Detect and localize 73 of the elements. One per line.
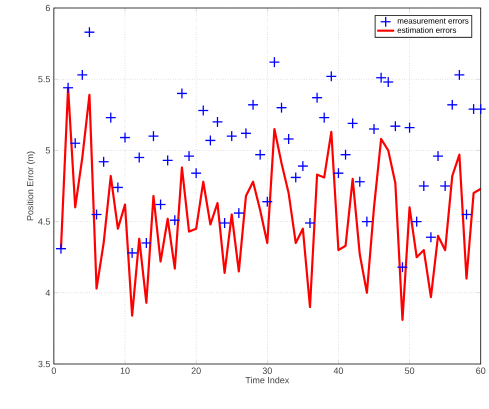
point xyxy=(148,130,160,142)
point xyxy=(268,56,280,68)
y-tick-label: 5 xyxy=(46,147,50,154)
point xyxy=(390,120,401,132)
point xyxy=(84,26,96,38)
point xyxy=(326,70,337,82)
point xyxy=(368,123,380,135)
point xyxy=(218,217,230,229)
y-tick-label: 6 xyxy=(46,4,50,12)
x-tick-label: 10 xyxy=(120,368,130,374)
y-tick-label: 5.5 xyxy=(38,76,50,82)
x-tick-label: 0 xyxy=(52,368,56,374)
point xyxy=(440,180,451,192)
point xyxy=(98,156,110,168)
point xyxy=(262,196,273,208)
point xyxy=(404,122,416,134)
point xyxy=(198,104,209,116)
point xyxy=(105,112,116,124)
point xyxy=(276,102,288,114)
point xyxy=(176,88,188,100)
point xyxy=(297,160,308,172)
point xyxy=(318,112,330,124)
point xyxy=(55,243,67,254)
point xyxy=(254,149,266,160)
point xyxy=(112,182,124,194)
point xyxy=(475,104,486,115)
point xyxy=(204,134,216,146)
point xyxy=(354,176,366,188)
point xyxy=(183,150,195,162)
point xyxy=(154,198,166,210)
point xyxy=(290,172,302,184)
y-axis-title: Position Error (m) xyxy=(26,152,36,220)
line-series xyxy=(60,86,481,322)
x-tick-label: 40 xyxy=(334,368,344,374)
point xyxy=(304,217,316,229)
point xyxy=(226,130,238,142)
point xyxy=(126,247,138,259)
point xyxy=(240,128,252,139)
point xyxy=(446,99,458,110)
point xyxy=(162,154,174,166)
point xyxy=(311,92,323,104)
x-axis-title: Time Index xyxy=(246,376,290,384)
y-tick-label: 4 xyxy=(46,290,50,296)
x-tick-label: 60 xyxy=(476,368,486,374)
point xyxy=(134,152,145,164)
x-tick-label: 30 xyxy=(262,368,272,374)
y-tick-label: 4.5 xyxy=(38,218,50,225)
point xyxy=(340,149,352,160)
point xyxy=(169,214,180,226)
point xyxy=(425,232,437,243)
point xyxy=(140,237,152,249)
x-tick-label: 20 xyxy=(192,368,201,374)
point xyxy=(90,208,102,220)
point xyxy=(283,133,294,145)
point xyxy=(332,168,344,179)
point xyxy=(418,180,430,192)
point xyxy=(347,118,358,129)
point xyxy=(76,69,88,81)
point xyxy=(212,116,224,128)
point xyxy=(432,150,444,162)
point xyxy=(119,132,131,144)
y-tick-label: 3.5 xyxy=(38,360,50,368)
point xyxy=(247,99,259,110)
point xyxy=(396,262,408,273)
point xyxy=(454,69,465,81)
point xyxy=(361,216,373,228)
x-tick-label: 50 xyxy=(404,368,414,374)
point xyxy=(190,168,202,179)
point xyxy=(233,207,244,219)
point xyxy=(70,138,81,149)
point xyxy=(411,216,422,228)
point xyxy=(460,208,472,220)
point xyxy=(62,82,74,94)
